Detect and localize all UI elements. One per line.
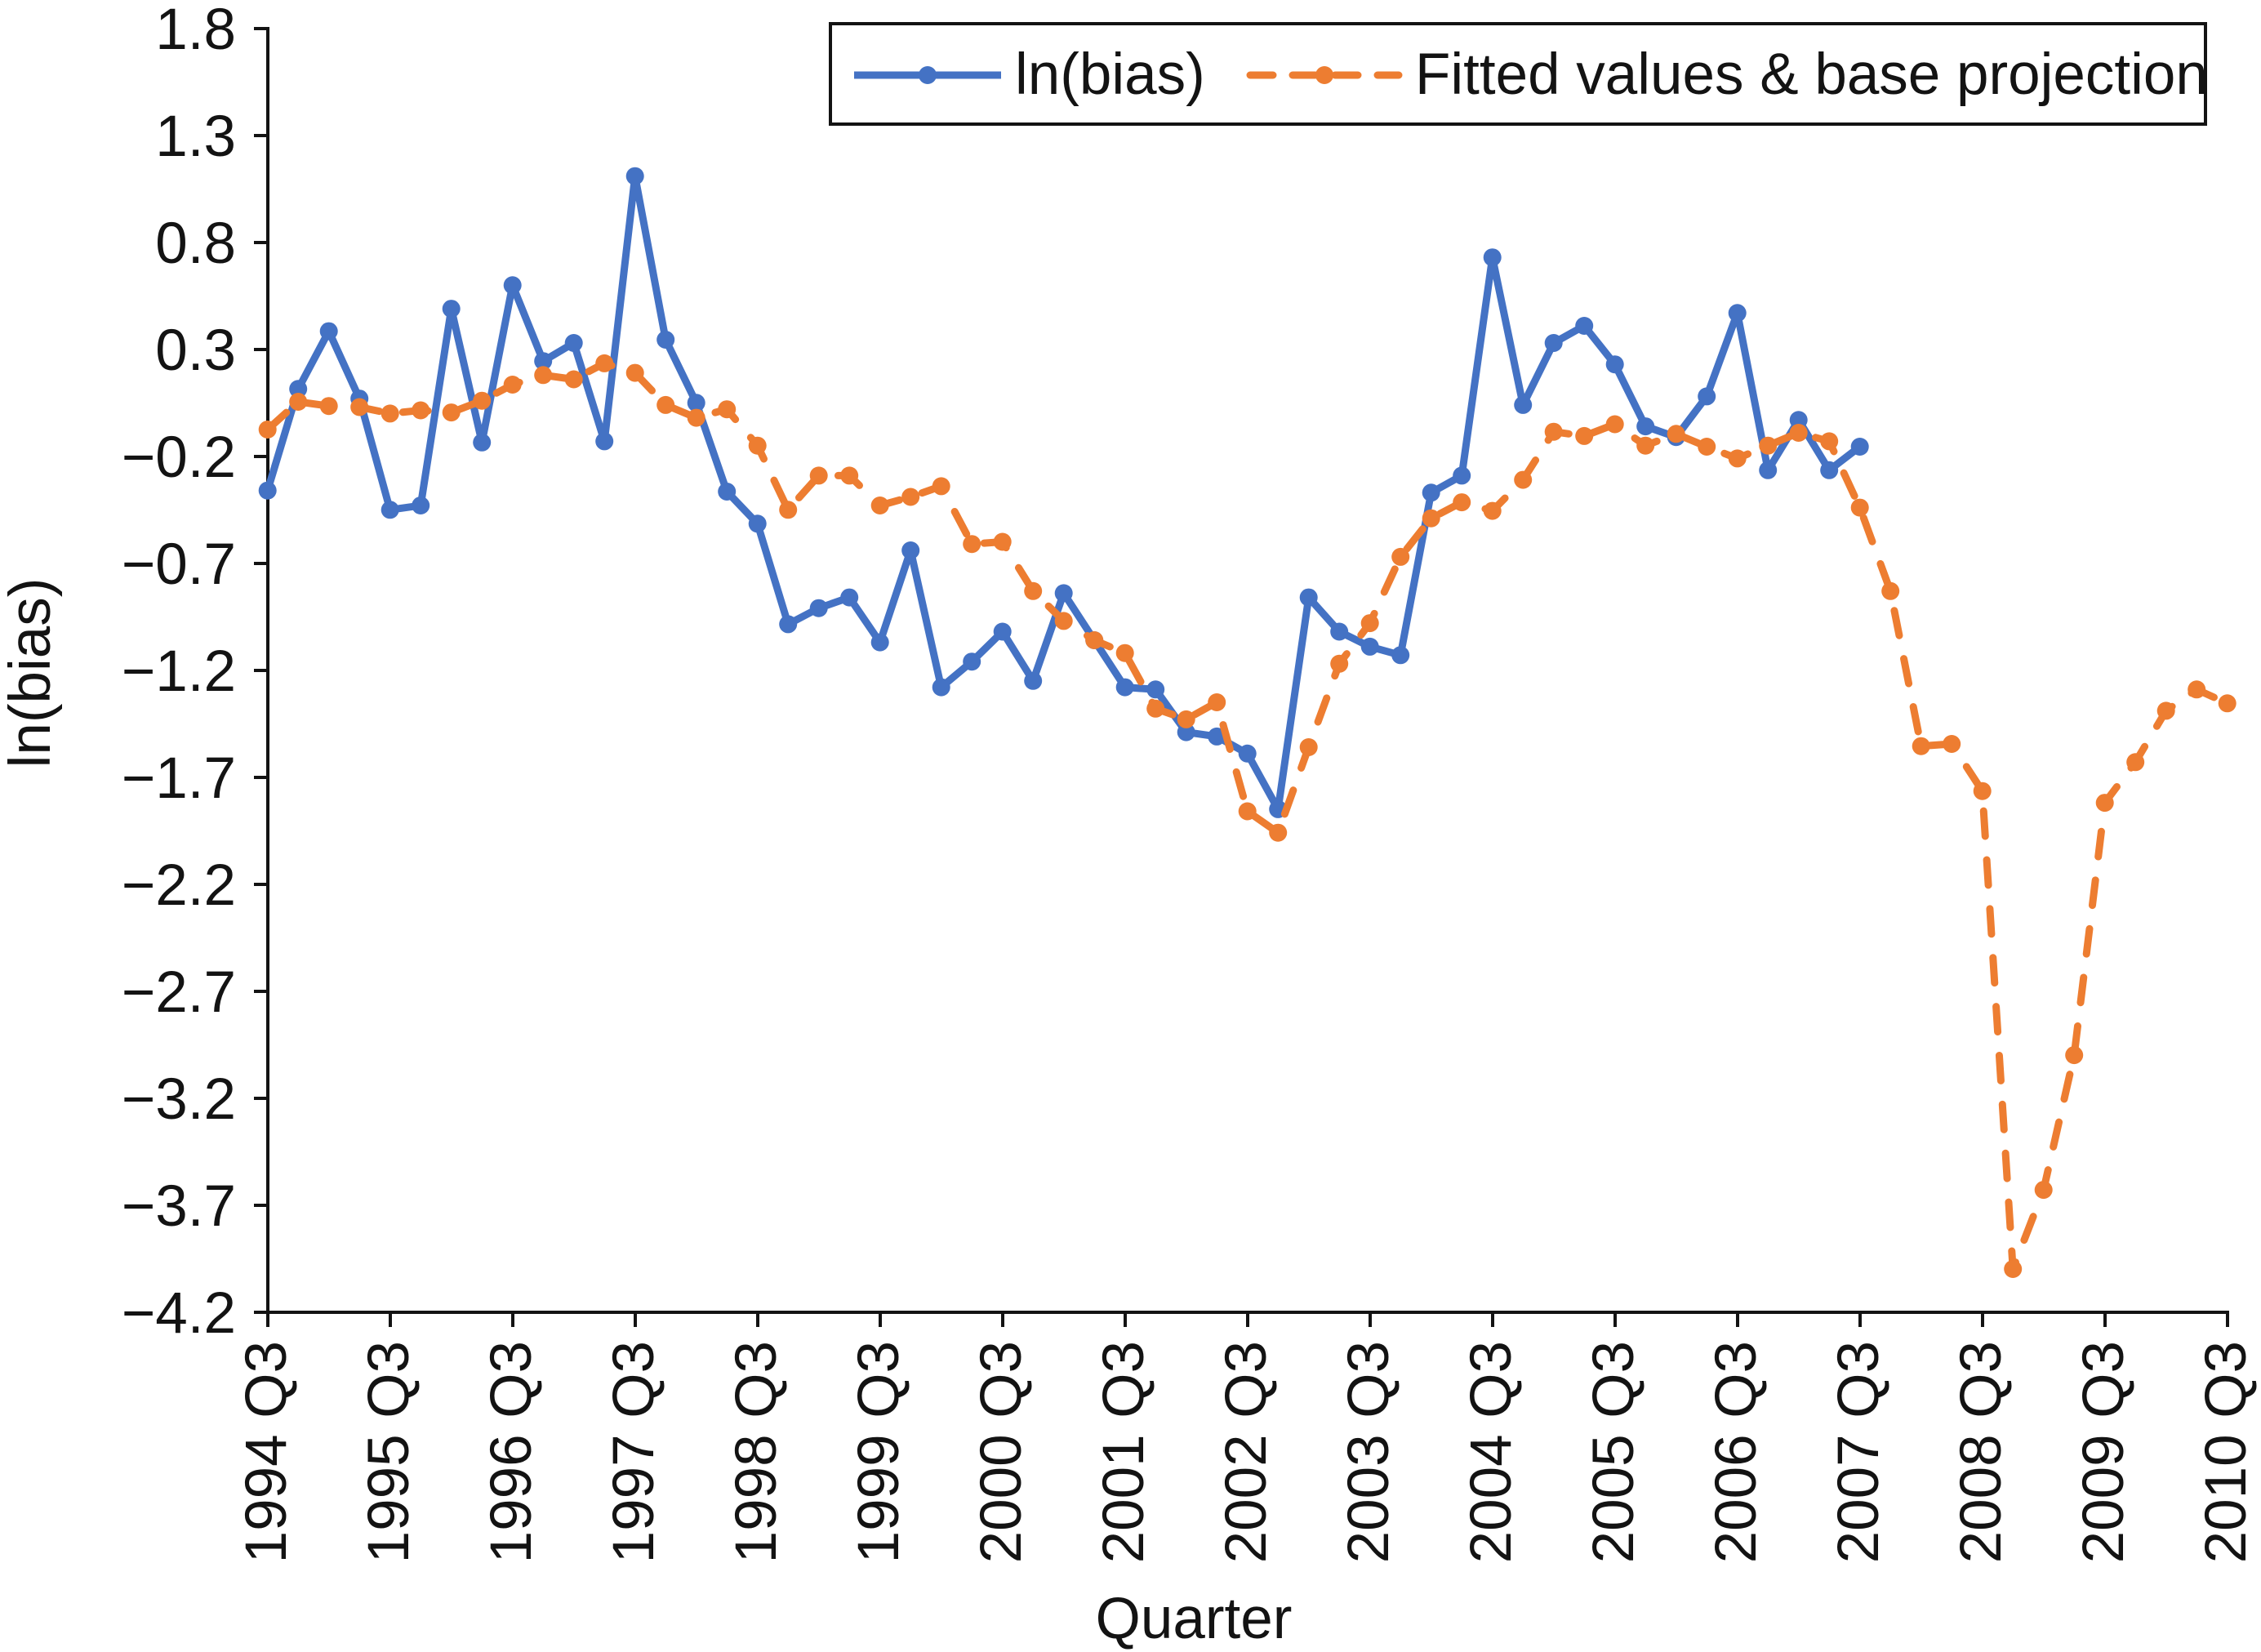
svg-text:2006 Q3: 2006 Q3	[1704, 1341, 1769, 1563]
svg-text:Quarter: Quarter	[1096, 1587, 1293, 1651]
svg-text:1996 Q3: 1996 Q3	[479, 1341, 544, 1563]
svg-text:ln(bias): ln(bias)	[0, 578, 63, 768]
svg-text:1.8: 1.8	[155, 0, 236, 62]
svg-text:ln(bias): ln(bias)	[1015, 42, 1205, 107]
svg-text:−4.2: −4.2	[122, 1281, 236, 1346]
svg-text:−0.7: −0.7	[122, 532, 236, 597]
svg-text:1998 Q3: 1998 Q3	[724, 1341, 789, 1563]
svg-text:2010 Q3: 2010 Q3	[2194, 1341, 2259, 1563]
svg-text:Fitted values & base projectio: Fitted values & base projection	[1415, 42, 2208, 107]
svg-text:−2.2: −2.2	[122, 853, 236, 918]
svg-text:2003 Q3: 2003 Q3	[1337, 1341, 1401, 1563]
svg-text:2009 Q3: 2009 Q3	[2072, 1341, 2136, 1563]
svg-text:1995 Q3: 1995 Q3	[357, 1341, 421, 1563]
svg-text:−3.2: −3.2	[122, 1067, 236, 1132]
svg-text:−0.2: −0.2	[122, 425, 236, 490]
svg-text:2005 Q3: 2005 Q3	[1582, 1341, 1646, 1563]
svg-text:2004 Q3: 2004 Q3	[1459, 1341, 1524, 1563]
svg-text:1997 Q3: 1997 Q3	[602, 1341, 666, 1563]
svg-text:2001 Q3: 2001 Q3	[1092, 1341, 1156, 1563]
svg-text:2008 Q3: 2008 Q3	[1949, 1341, 2014, 1563]
svg-text:1999 Q3: 1999 Q3	[847, 1341, 911, 1563]
svg-text:0.3: 0.3	[155, 318, 236, 383]
svg-text:−1.2: −1.2	[122, 639, 236, 704]
svg-text:0.8: 0.8	[155, 212, 236, 276]
svg-text:2007 Q3: 2007 Q3	[1827, 1341, 1891, 1563]
svg-text:−1.7: −1.7	[122, 746, 236, 811]
svg-text:−3.7: −3.7	[122, 1174, 236, 1239]
svg-text:−2.7: −2.7	[122, 960, 236, 1025]
svg-text:2002 Q3: 2002 Q3	[1214, 1341, 1279, 1563]
svg-text:1.3: 1.3	[155, 105, 236, 169]
svg-text:2000 Q3: 2000 Q3	[969, 1341, 1034, 1563]
svg-text:1994 Q3: 1994 Q3	[234, 1341, 299, 1563]
